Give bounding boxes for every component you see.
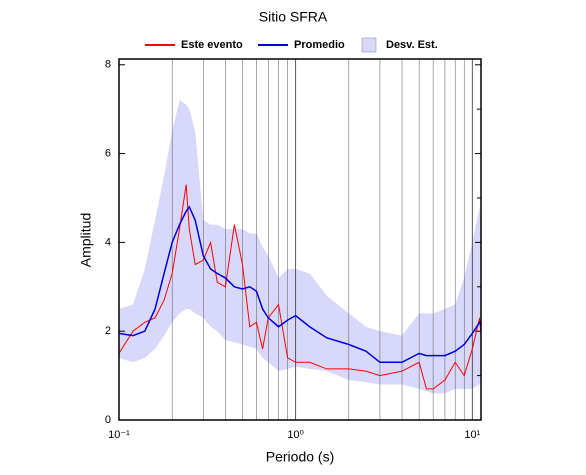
y-tick-label: 8 xyxy=(105,59,111,71)
y-axis-label: Amplitud xyxy=(78,213,94,267)
plot-frame xyxy=(118,58,482,421)
legend-swatch xyxy=(361,37,377,53)
series-line xyxy=(118,205,482,364)
y-tick-label: 4 xyxy=(105,236,111,248)
y-tick-label: 2 xyxy=(105,325,111,337)
x-tick-label: 10⁰ xyxy=(287,429,304,441)
x-tick-label: 10¹ xyxy=(464,429,480,441)
legend-label: Desv. Est. xyxy=(386,39,438,51)
y-tick-label: 0 xyxy=(105,414,111,426)
x-tick-label: 10⁻¹ xyxy=(108,429,130,441)
x-axis-label: Periodo (s) xyxy=(266,449,334,465)
legend-label: Promedio xyxy=(294,39,345,51)
std-band xyxy=(119,100,481,394)
y-tick-label: 6 xyxy=(105,147,111,159)
legend-label: Este evento xyxy=(181,39,243,51)
chart-title: Sitio SFRA xyxy=(259,9,328,25)
